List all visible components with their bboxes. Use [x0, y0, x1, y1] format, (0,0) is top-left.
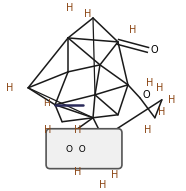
Text: O: O [150, 45, 158, 55]
Text: H: H [168, 95, 176, 105]
Text: H: H [74, 167, 82, 177]
Text: O  O: O O [66, 145, 86, 154]
Text: H: H [99, 180, 107, 190]
Text: H: H [156, 83, 163, 93]
Text: H: H [84, 9, 92, 19]
Text: H: H [44, 125, 52, 135]
Text: H: H [74, 125, 82, 135]
Text: H: H [129, 25, 137, 35]
Text: H: H [7, 83, 14, 93]
Text: H: H [158, 107, 166, 117]
Text: O: O [142, 90, 150, 100]
Text: H: H [146, 78, 154, 88]
FancyBboxPatch shape [46, 129, 122, 169]
Text: H: H [111, 170, 119, 180]
Text: H: H [144, 125, 152, 135]
Text: H: H [66, 3, 74, 13]
Text: H: H [43, 99, 49, 108]
